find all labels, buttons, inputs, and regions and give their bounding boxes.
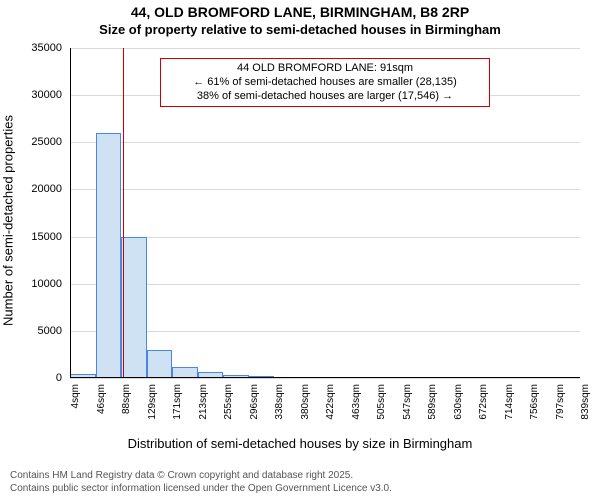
annotation-line2: ← 61% of semi-detached houses are smalle…: [167, 76, 483, 90]
reference-line: [123, 48, 124, 378]
x-tick-label: 463sqm: [351, 384, 362, 444]
y-tick-label: 35000: [0, 42, 62, 54]
x-tick-label: 505sqm: [376, 384, 387, 444]
y-axis-line: [70, 48, 71, 378]
x-axis-line: [70, 377, 580, 378]
histogram-bar: [121, 237, 147, 378]
x-tick-label: 839sqm: [580, 384, 591, 444]
y-tick-label: 25000: [0, 136, 62, 148]
y-tick-label: 0: [0, 372, 62, 384]
x-tick-label: 589sqm: [427, 384, 438, 444]
x-tick-label: 756sqm: [529, 384, 540, 444]
x-tick-label: 4sqm: [70, 384, 81, 444]
y-tick-label: 10000: [0, 278, 62, 290]
x-tick-label: 422sqm: [325, 384, 336, 444]
x-tick-label: 797sqm: [555, 384, 566, 444]
x-tick-label: 46sqm: [96, 384, 107, 444]
chart-title-line2: Size of property relative to semi-detach…: [0, 22, 600, 37]
y-tick-label: 5000: [0, 325, 62, 337]
annotation-line3: 38% of semi-detached houses are larger (…: [167, 90, 483, 104]
footer-line1: Contains HM Land Registry data © Crown c…: [0, 470, 600, 481]
histogram-bar: [147, 350, 173, 378]
annotation-box: 44 OLD BROMFORD LANE: 91sqm ← 61% of sem…: [160, 58, 490, 107]
x-tick-label: 88sqm: [121, 384, 132, 444]
y-tick-label: 15000: [0, 231, 62, 243]
y-tick-label: 20000: [0, 183, 62, 195]
gridline: [70, 189, 580, 190]
x-tick-label: 296sqm: [249, 384, 260, 444]
x-tick-label: 255sqm: [223, 384, 234, 444]
x-tick-label: 338sqm: [274, 384, 285, 444]
x-tick-label: 171sqm: [172, 384, 183, 444]
x-axis-label: Distribution of semi-detached houses by …: [0, 436, 600, 451]
chart-container: 44, OLD BROMFORD LANE, BIRMINGHAM, B8 2R…: [0, 0, 600, 500]
gridline: [70, 237, 580, 238]
histogram-bar: [96, 133, 122, 378]
x-tick-label: 630sqm: [453, 384, 464, 444]
y-tick-label: 30000: [0, 89, 62, 101]
footer-line2: Contains public sector information licen…: [0, 483, 600, 494]
x-tick-label: 672sqm: [478, 384, 489, 444]
x-tick-label: 129sqm: [147, 384, 158, 444]
x-tick-label: 714sqm: [504, 384, 515, 444]
chart-title-line1: 44, OLD BROMFORD LANE, BIRMINGHAM, B8 2R…: [0, 4, 600, 20]
x-tick-label: 380sqm: [300, 384, 311, 444]
gridline: [70, 142, 580, 143]
x-tick-label: 213sqm: [198, 384, 209, 444]
x-tick-label: 547sqm: [402, 384, 413, 444]
gridline: [70, 284, 580, 285]
gridline: [70, 378, 580, 379]
annotation-line1: 44 OLD BROMFORD LANE: 91sqm: [167, 62, 483, 76]
gridline: [70, 331, 580, 332]
gridline: [70, 48, 580, 49]
